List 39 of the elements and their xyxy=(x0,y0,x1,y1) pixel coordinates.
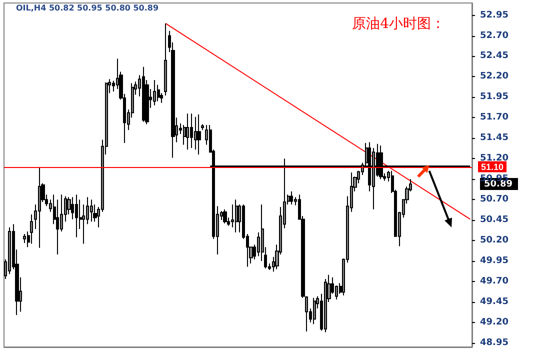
candlestick xyxy=(8,226,11,275)
y-tick-label: 52.95 xyxy=(480,10,508,20)
ref-line-label: 51.10 xyxy=(481,162,504,172)
candlestick xyxy=(313,297,316,325)
candlestick xyxy=(142,66,145,122)
y-tick-label: 51.45 xyxy=(480,133,508,144)
candlestick xyxy=(223,208,227,224)
y-tick-label: 49.20 xyxy=(480,317,508,328)
y-tick-label: 49.70 xyxy=(480,276,508,286)
y-tick-label: 52.70 xyxy=(480,30,508,41)
y-tick-label: 49.95 xyxy=(480,256,508,266)
candlestick xyxy=(235,199,238,233)
annotation: OIL,H4 50.82 50.95 50.80 50.89 xyxy=(16,4,159,12)
candlestick xyxy=(23,233,26,244)
candlestick xyxy=(164,22,167,96)
y-tick-label: 49.45 xyxy=(480,296,508,307)
candlestick xyxy=(290,190,293,205)
candlestick xyxy=(157,84,160,102)
candlestick xyxy=(194,116,197,150)
y-tick-label: 50.45 xyxy=(480,215,508,226)
y-tick-label: 51.70 xyxy=(480,112,508,123)
y-tick-label: 48.95 xyxy=(480,338,508,348)
candlestick xyxy=(201,124,204,130)
candlestick xyxy=(75,194,78,238)
candlestick xyxy=(186,113,189,150)
y-tick-label: 51.20 xyxy=(480,154,508,164)
y-tick-label: 52.45 xyxy=(480,51,508,62)
candlestick xyxy=(190,113,193,148)
y-tick-label: 51.95 xyxy=(480,92,508,102)
candlestick xyxy=(30,214,33,244)
candlestick xyxy=(153,79,156,106)
candlestick xyxy=(324,278,327,333)
candlestick xyxy=(38,167,41,248)
y-tick-label: 50.70 xyxy=(480,194,508,205)
text: 原油4小时图： xyxy=(352,16,446,32)
y-tick-label: 50.20 xyxy=(480,236,508,246)
y-tick-label: 52.20 xyxy=(480,72,508,82)
candlestick xyxy=(90,199,93,222)
candlestick xyxy=(197,114,201,156)
